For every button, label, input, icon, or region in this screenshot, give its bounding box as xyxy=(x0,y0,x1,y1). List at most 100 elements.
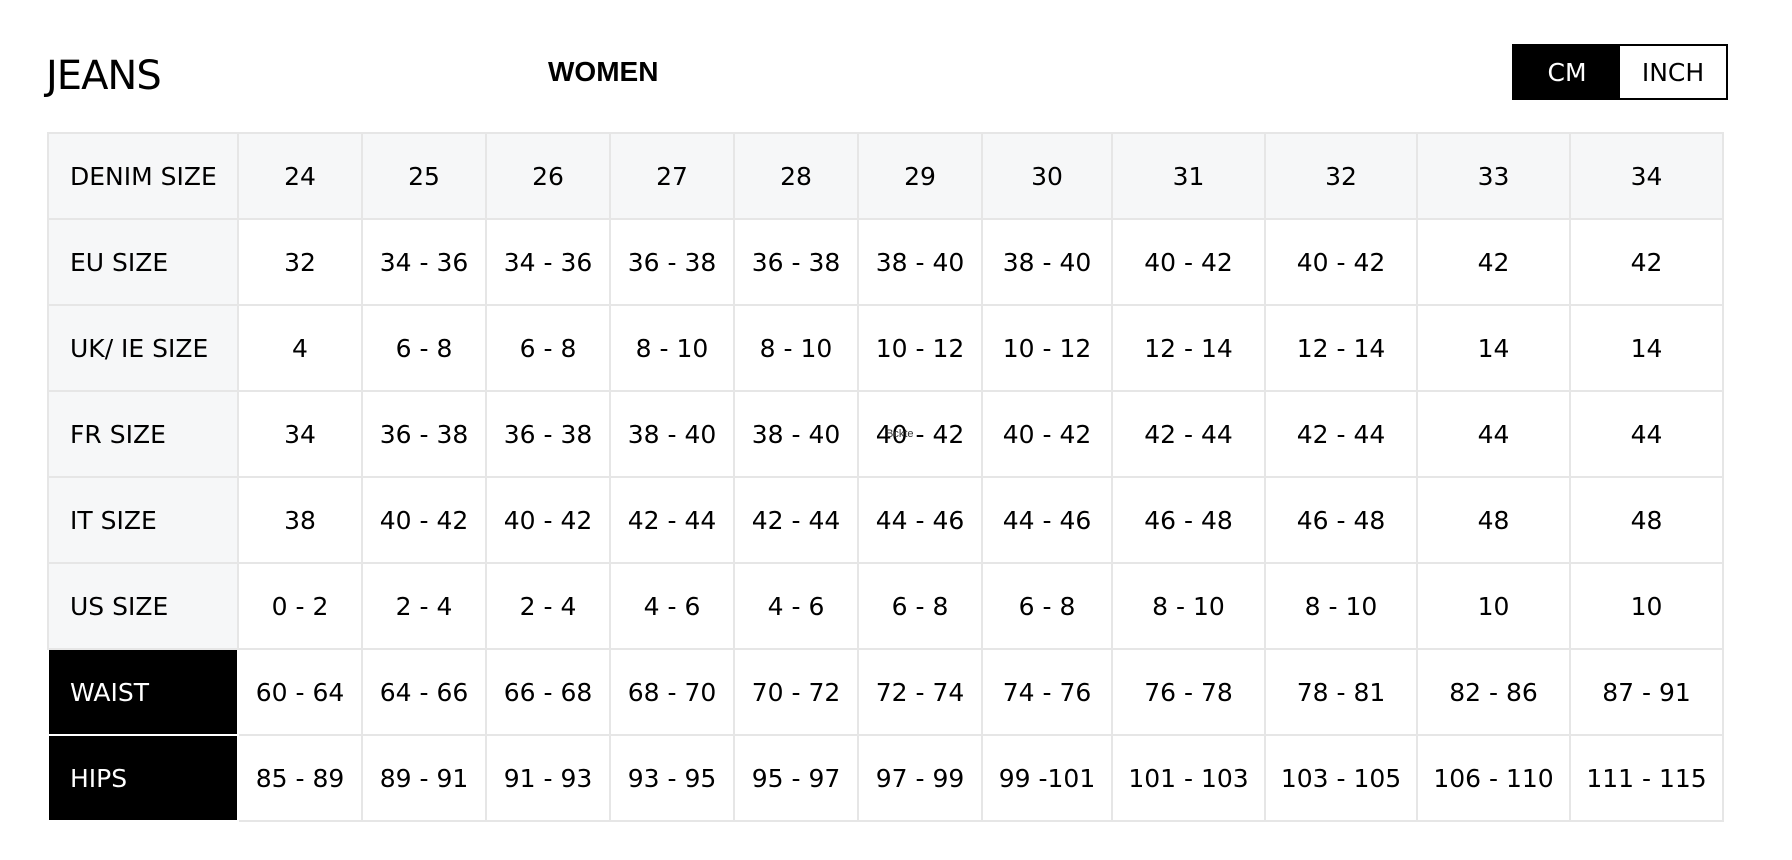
column-header: 29 xyxy=(857,132,983,220)
cell-value: 8 - 10 xyxy=(1304,591,1378,621)
cell-value: 10 xyxy=(1630,591,1663,621)
table-row-uk-ie-size: UK/ IE SIZE 4 6 - 8 6 - 8 8 - 10 8 - 10 10 - 1… xyxy=(47,304,1724,392)
table-cell: 42 - 44 xyxy=(1111,390,1266,478)
cell-value: 38 xyxy=(284,505,316,535)
cell-value: 87 - 91 xyxy=(1602,677,1691,707)
table-cell: 66 - 68 xyxy=(485,648,611,736)
cell-value: 36 - 38 xyxy=(503,419,593,449)
cell-value: 8 - 10 xyxy=(759,333,833,363)
table-cell: 34 - 36 xyxy=(485,218,611,306)
table-cell: 87 - 91 xyxy=(1569,648,1724,736)
cell-value: 111 - 115 xyxy=(1586,763,1707,793)
cell-value: 70 - 72 xyxy=(751,677,841,707)
table-cell: 42 - 44 xyxy=(1264,390,1418,478)
table-cell: 34 xyxy=(237,390,363,478)
cell-value: 76 - 78 xyxy=(1144,677,1233,707)
cell-value: 10 - 12 xyxy=(875,333,965,363)
table-row-us-size: US SIZE 0 - 2 2 - 4 2 - 4 4 - 6 4 - 6 6 - 8 6 -… xyxy=(47,562,1724,650)
cell-value: 42 - 44 xyxy=(1296,419,1386,449)
cell-value: 32 xyxy=(1325,161,1357,191)
table-cell: 64 - 66 xyxy=(361,648,487,736)
cell-value: 101 - 103 xyxy=(1128,763,1249,793)
cell-value: 72 - 74 xyxy=(875,677,965,707)
table-cell: 4 - 6 xyxy=(733,562,859,650)
cell-value: 8 - 10 xyxy=(1152,591,1225,621)
unit-inch-button[interactable]: INCH xyxy=(1620,46,1726,98)
column-header: 33 xyxy=(1416,132,1571,220)
table-cell: 14 xyxy=(1416,304,1571,392)
cell-value: 82 - 86 xyxy=(1449,677,1538,707)
table-row-fr-size: FR SIZE 34 36 - 38 36 - 38 38 - 40 38 - 40 40 … xyxy=(47,390,1724,478)
table-cell: 6 - 8 xyxy=(981,562,1113,650)
cell-value: 38 - 40 xyxy=(1002,247,1092,277)
row-label: US SIZE xyxy=(47,562,239,650)
table-cell: 48 xyxy=(1416,476,1571,564)
table-cell: 10 - 12 xyxy=(981,304,1113,392)
cell-value: 6 - 8 xyxy=(395,333,453,363)
cell-value: 68 - 70 xyxy=(627,677,717,707)
cell-value: 38 - 40 xyxy=(627,419,717,449)
table-cell: 38 - 40 xyxy=(609,390,735,478)
table-cell: 60 - 64 xyxy=(237,648,363,736)
table-cell: 32 xyxy=(237,218,363,306)
cell-value: 103 - 105 xyxy=(1280,763,1402,793)
table-cell: 70 - 72 xyxy=(733,648,859,736)
cell-value: 14 xyxy=(1477,333,1510,363)
cell-value: 34 - 36 xyxy=(503,247,593,277)
cell-value: 24 xyxy=(284,161,316,191)
gender-label: WOMEN xyxy=(548,56,659,87)
cell-value: 6 - 8 xyxy=(891,591,949,621)
cell-value: 38 - 40 xyxy=(751,419,841,449)
table-cell: 76 - 78 xyxy=(1111,648,1266,736)
cell-value: 33 xyxy=(1477,161,1510,191)
table-cell: 85 - 89 xyxy=(237,734,363,822)
size-chart-body: DENIM SIZE 24 25 26 27 28 29 30 31 32 33 34 EU SIZE 3… xyxy=(47,132,1724,822)
table-cell: 38 - 40 xyxy=(733,390,859,478)
table-cell: 0 - 2 xyxy=(237,562,363,650)
cell-value: 29 xyxy=(904,161,936,191)
table-cell: 99 -101 xyxy=(981,734,1113,822)
table-cell: 8 - 10 xyxy=(733,304,859,392)
cell-value: 60 - 64 xyxy=(255,677,345,707)
table-cell: 42 - 44 xyxy=(609,476,735,564)
table-cell: 38 xyxy=(237,476,363,564)
cell-value: 10 - 12 xyxy=(1002,333,1092,363)
table-cell: 89 - 91 xyxy=(361,734,487,822)
table-cell: 72 - 74 xyxy=(857,648,983,736)
table-cell: 36 - 38 xyxy=(733,218,859,306)
cell-value: 46 - 48 xyxy=(1296,505,1386,535)
cell-value: 66 - 68 xyxy=(503,677,593,707)
table-cell: 2 - 4 xyxy=(361,562,487,650)
table-cell: 4 - 6 xyxy=(609,562,735,650)
cell-value: 44 xyxy=(1477,419,1510,449)
table-cell: 40 - 42 xyxy=(1264,218,1418,306)
cell-value: 85 - 89 xyxy=(255,763,345,793)
cell-value: 99 -101 xyxy=(998,763,1096,793)
table-cell: 103 - 105 xyxy=(1264,734,1418,822)
cell-value: 38 - 40 xyxy=(875,247,965,277)
table-cell: 36 - 38 xyxy=(361,390,487,478)
row-label: WAIST xyxy=(47,648,239,736)
table-cell: 8 - 10 xyxy=(1111,562,1266,650)
cell-value: 36 - 38 xyxy=(379,419,469,449)
table-cell: 40 - 42 xyxy=(981,390,1113,478)
column-header: 25 xyxy=(361,132,487,220)
table-row-denim-size: DENIM SIZE 24 25 26 27 28 29 30 31 32 33 34 xyxy=(47,132,1724,220)
cell-value: 2 - 4 xyxy=(519,591,577,621)
cell-value: 42 xyxy=(1477,247,1510,277)
table-cell: 44 - 46 xyxy=(981,476,1113,564)
cell-value: 4 - 6 xyxy=(643,591,701,621)
unit-cm-button[interactable]: CM xyxy=(1514,46,1620,98)
cell-value: 74 - 76 xyxy=(1002,677,1092,707)
table-cell: 48 xyxy=(1569,476,1724,564)
table-cell: 46 - 48 xyxy=(1111,476,1266,564)
cell-value: 40 - 42 xyxy=(503,505,593,535)
table-cell: 42 - 44 xyxy=(733,476,859,564)
column-header: 30 xyxy=(981,132,1113,220)
cell-value: 44 - 46 xyxy=(1002,505,1092,535)
table-row-hips: HIPS 85 - 89 89 - 91 91 - 93 93 - 95 95 - 97 9… xyxy=(47,734,1724,822)
row-label: IT SIZE xyxy=(47,476,239,564)
cell-value: 40 - 42 xyxy=(1144,247,1233,277)
column-header: 27 xyxy=(609,132,735,220)
cell-value: 36 - 38 xyxy=(627,247,717,277)
